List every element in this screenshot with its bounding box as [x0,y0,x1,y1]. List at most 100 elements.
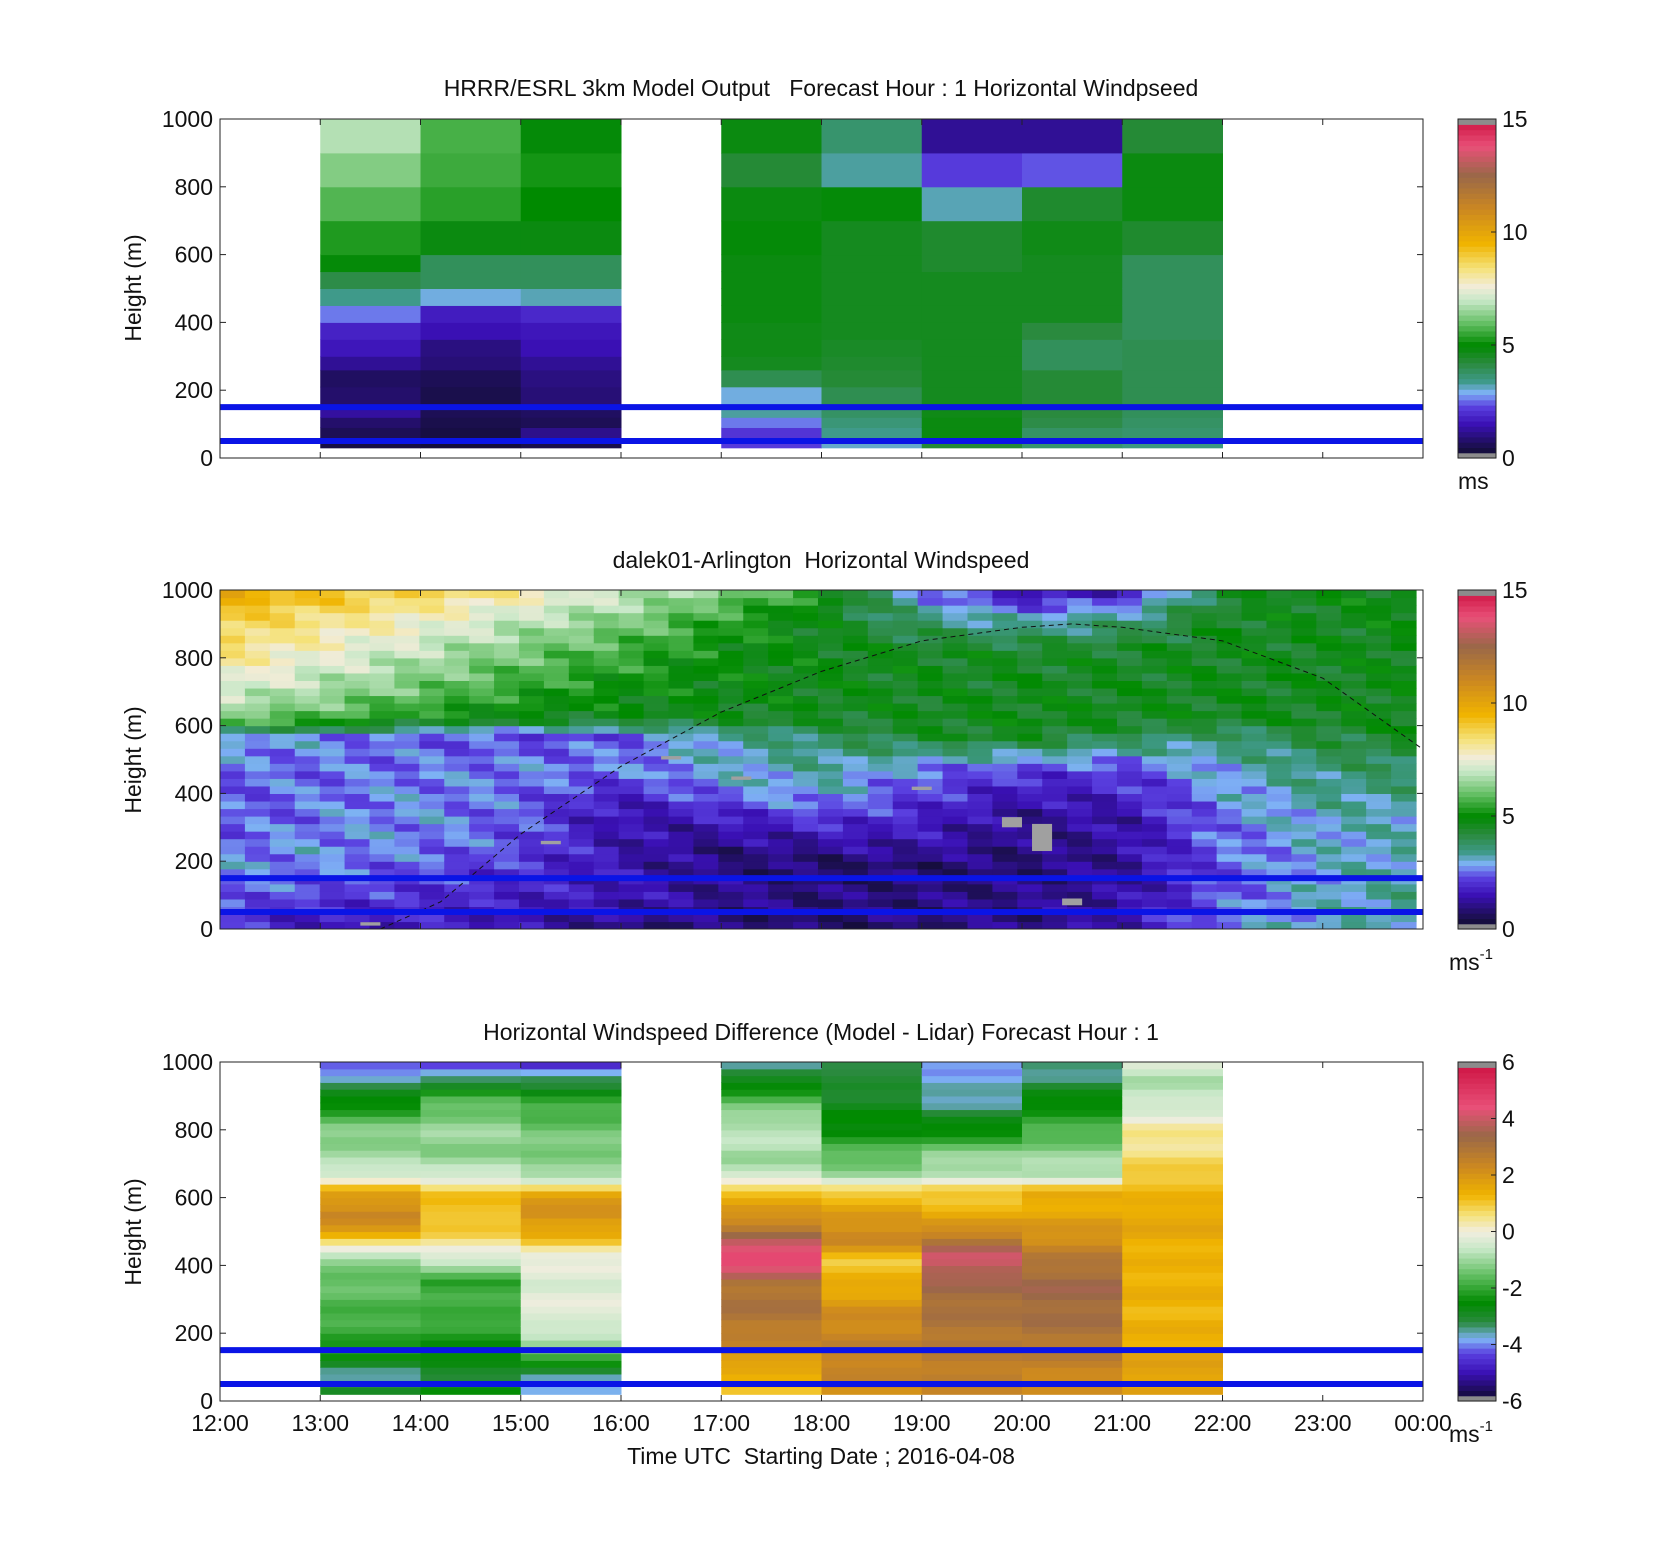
heatmap-cell [743,770,769,779]
heatmap-cell [1291,921,1317,929]
heatmap-cell [494,831,520,840]
heatmap-cell [520,1326,622,1334]
heatmap-cell [1067,823,1093,832]
y-tick-label: 1000 [162,106,213,132]
heatmap-cell [693,846,719,855]
heatmap-cell [1122,1306,1223,1314]
colorbar-segment [1458,1369,1496,1376]
heatmap-cell [867,823,894,832]
heatmap-cell [1116,891,1143,900]
heatmap-cell [1092,740,1118,749]
heatmap-cell [821,1339,923,1348]
heatmap-cell [1141,680,1168,689]
heatmap-cell [1067,695,1093,704]
heatmap-cell [1042,755,1068,764]
heatmap-cell [1216,755,1243,764]
heatmap-cell [693,823,719,832]
heatmap-cell [244,816,271,825]
heatmap-cell [344,695,371,704]
heatmap-cell [793,755,819,764]
colorbar-segment [1458,1120,1496,1127]
heatmap-cell [294,891,321,900]
heatmap-cell [469,695,495,704]
heatmap-cell [568,846,595,855]
heatmap-cell [319,763,346,772]
heatmap-cell [369,785,396,794]
heatmap-cell [1122,1258,1223,1266]
colorbar-segment [1458,658,1496,665]
heatmap-cell [1116,665,1143,674]
heatmap-cell [444,823,470,832]
heatmap-cell [1122,1360,1223,1368]
heatmap-cell [1042,605,1068,614]
heatmap-cell [1116,921,1143,929]
heatmap-cell [1241,891,1268,900]
heatmap-cell [668,605,695,614]
heatmap-cell [320,288,421,306]
heatmap-cell [1166,921,1193,929]
heatmap-cell [992,665,1018,674]
colorbar-segment [1458,600,1496,607]
heatmap-cell [1391,650,1417,659]
colorbar-segment [1458,383,1496,390]
heatmap-cell [543,755,570,764]
heatmap-cell [520,1129,622,1138]
heatmap-cell [1266,770,1293,779]
heatmap-cell [821,1102,923,1111]
heatmap-cell [668,808,695,817]
heatmap-cell [1067,710,1093,719]
heatmap-cell [1316,597,1342,606]
heatmap-cell [942,718,969,727]
heatmap-cell [1291,710,1317,719]
heatmap-cell [420,1251,522,1260]
heatmap-cell [520,1245,622,1253]
heatmap-cell [320,1373,421,1382]
heatmap-cell [420,305,522,323]
heatmap-cell [1122,1272,1223,1280]
heatmap-cell [244,748,271,757]
heatmap-cell [743,642,769,651]
heatmap-cell [520,220,622,256]
heatmap-cell [1191,740,1218,749]
heatmap-cell [668,665,695,674]
heatmap-cell [921,322,1023,340]
heatmap-cell [1022,1190,1123,1199]
x-tick-label: 17:00 [692,1410,750,1436]
heatmap-cell [518,861,545,870]
colorbar-segment [1458,378,1496,385]
heatmap-cell [793,695,819,704]
heatmap-cell [743,861,769,870]
heatmap-cell [821,1211,923,1219]
heatmap-cell [294,620,321,629]
heatmap-cell [419,672,445,681]
heatmap-cell [1316,891,1342,900]
heatmap-cell [520,1190,622,1199]
heatmap-cell [520,1170,622,1178]
heatmap-cell [1216,597,1243,606]
heatmap-cell [269,785,296,794]
heatmap-cell [1166,785,1193,794]
heatmap-cell [1017,823,1043,832]
heatmap-cell [444,883,470,892]
heatmap-cell [1042,838,1068,847]
heatmap-cell [743,785,769,794]
colorbar-segment [1458,812,1496,819]
heatmap-cell [721,356,822,371]
heatmap-cell [618,861,645,870]
heatmap-cell [394,635,420,644]
heatmap-cell [444,793,470,802]
heatmap-cell [244,725,271,734]
heatmap-cell [568,755,595,764]
heatmap-cell [319,883,346,892]
heatmap-cell [643,657,670,666]
heatmap-cell [344,605,371,614]
heatmap-cell [593,913,620,923]
heatmap-cell [1116,755,1143,764]
heatmap-cell [721,1367,822,1375]
heatmap-cell [220,861,246,870]
heatmap-cell [518,597,545,606]
heatmap-cell [718,733,744,742]
heatmap-cell [693,800,719,810]
heatmap-cell [220,703,246,712]
